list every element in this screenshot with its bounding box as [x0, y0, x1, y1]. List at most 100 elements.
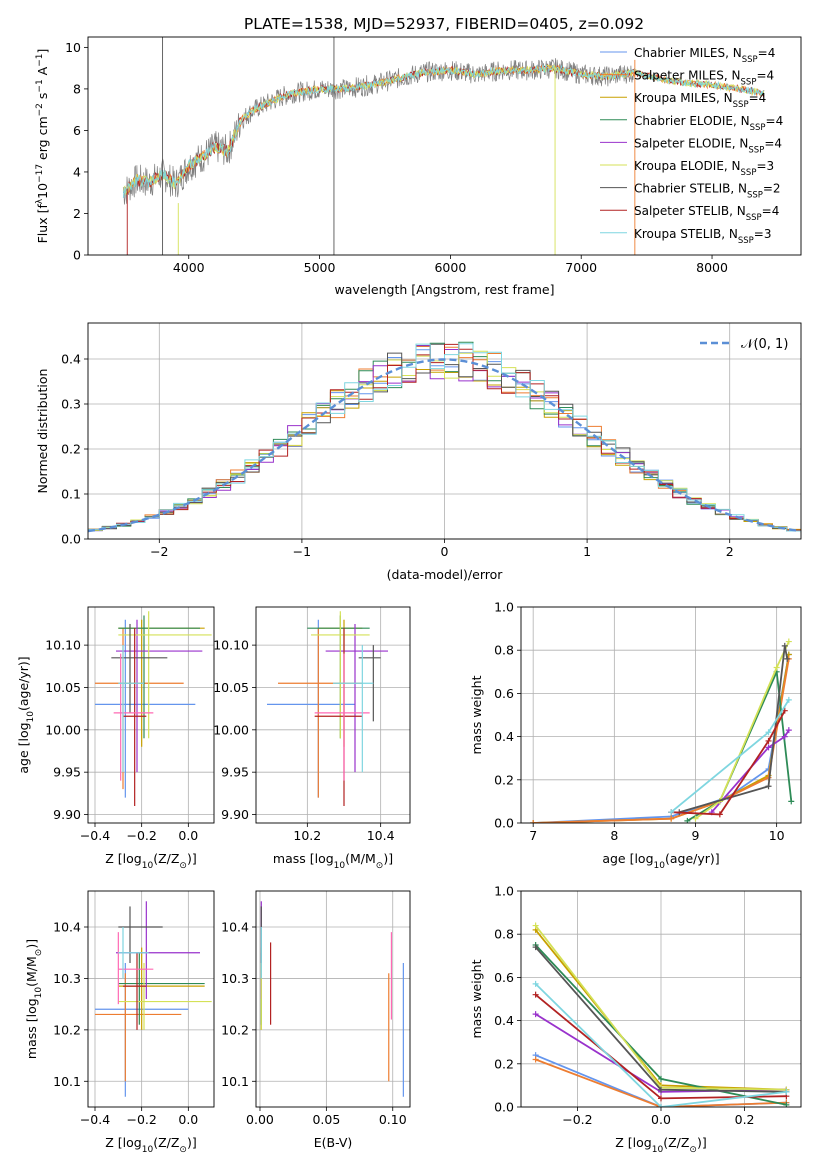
x-tick-label: 7 [529, 828, 537, 843]
y-tick-label: 9.95 [53, 765, 81, 780]
x-tick-label: 0.05 [312, 1112, 340, 1127]
mass-weight-series-5 [694, 641, 790, 820]
x-axis-label: (data-model)/error [387, 567, 504, 582]
mass-vs-Z-marks [95, 901, 212, 1097]
x-tick-label: −0.2 [562, 1112, 592, 1127]
y-tick-label: 0.6 [494, 970, 514, 985]
axes-frame [520, 606, 802, 824]
y-axis-label: mass weight [469, 959, 484, 1038]
mass-weight-marker [785, 727, 792, 734]
mass-weight-marker [658, 1086, 664, 1093]
spectrum-line-4 [122, 64, 764, 199]
x-tick-label: −2 [150, 544, 168, 559]
mass-weight-marker [781, 642, 788, 649]
x-tick-label: 0.2 [735, 1112, 755, 1127]
y-tick-label: 4 [73, 164, 81, 179]
legend-label: Kroupa MILES, NSSP=4 [634, 91, 766, 110]
y-tick-label: 9.90 [53, 807, 81, 822]
x-tick-label: 10 [769, 828, 785, 843]
axes-frame [255, 606, 411, 824]
y-tick-label: 0.3 [61, 397, 81, 412]
mass-weight-marker [765, 744, 772, 751]
spectrum-axes: 4000 5000 6000 7000 8000 0 2 4 6 8 10 wavelength [A… [35, 36, 802, 297]
residual-histogram-marks [88, 341, 801, 534]
x-tick-label: 6000 [434, 260, 466, 275]
mass-weight-marker [716, 811, 723, 818]
x-tick-label: 0.0 [178, 828, 198, 843]
y-tick-label: 10.1 [221, 1074, 249, 1089]
legend-label: 𝒩(0, 1) [741, 337, 788, 352]
y-tick-label: 9.90 [221, 807, 249, 822]
mass-weight-marker [784, 655, 791, 662]
mass-weight-marker [532, 922, 539, 929]
y-tick-label: 10.1 [53, 1074, 81, 1089]
x-axis-label: Z [log10(Z/Z⊙)] [105, 851, 196, 871]
x-tick-label: 8 [610, 828, 618, 843]
legend: Chabrier MILES, NSSP=4 Salpeter MILES, NS… [600, 46, 783, 246]
figure-title: PLATE=1538, MJD=52937, FIBERID=0405, z=0… [244, 15, 644, 33]
mass-vs-Z-axes: −0.4 −0.2 0.0 10.1 10.2 10.3 10.4 Z [log10(Z/Z⊙… [24, 890, 215, 1155]
y-tick-label: 9.95 [221, 765, 249, 780]
y-tick-label: 0.1 [61, 487, 81, 502]
mass-weight-marker [668, 809, 675, 816]
mass-weight-marker [765, 783, 772, 790]
age-vs-Z-axes: −0.4 −0.2 0.0 9.90 9.95 10.00 10.05 10.10 Z [log… [16, 606, 215, 871]
x-tick-label: −0.4 [80, 828, 110, 843]
y-tick-label: 8 [73, 81, 81, 96]
x-tick-label: 1 [583, 544, 591, 559]
mass-weight-marker [765, 737, 772, 744]
mass-weight-vs-Z-marks [532, 922, 790, 1107]
mass-weight-vs-age-marks [530, 638, 795, 823]
y-tick-label: 0.2 [61, 442, 81, 457]
mass-weight-series-8 [534, 983, 787, 1107]
normal-curve [88, 358, 799, 533]
x-tick-label: 0.10 [379, 1112, 407, 1127]
x-tick-label: 0.0 [178, 1112, 198, 1127]
mass-weight-marker [532, 1056, 539, 1063]
mass-weight-marker [658, 1075, 664, 1082]
mass-weight-marker [785, 696, 792, 703]
x-axis-label: Z [log10(Z/Z⊙)] [615, 1135, 706, 1155]
x-tick-label: 2 [726, 544, 734, 559]
mass-weight-marker [788, 798, 795, 805]
y-tick-label: 10.00 [45, 722, 81, 737]
y-tick-label: 6 [73, 123, 81, 138]
x-axis-label: wavelength [Angstrom, rest frame] [334, 282, 554, 297]
y-tick-label: 10 [65, 40, 81, 55]
y-axis-label: age [log10(age/yr)] [16, 656, 36, 773]
y-tick-label: 2 [73, 206, 81, 221]
residual-histogram-axes: −2 −1 0 1 2 0.0 0.1 0.2 0.3 0.4 (data-model)/error… [35, 322, 802, 582]
y-tick-label: 0.4 [61, 352, 81, 367]
axes-frame [87, 36, 802, 256]
histogram-series-8 [88, 343, 801, 533]
x-tick-label: −0.2 [126, 828, 156, 843]
mass-weight-marker [532, 1011, 539, 1018]
axes-frame [87, 606, 215, 824]
y-tick-label: 0.0 [61, 532, 81, 547]
mass-vs-ebv-axes: 0.00 0.05 0.10 10.1 10.2 10.3 10.4 E(B-V) [221, 890, 411, 1150]
mass-weight-marker [781, 733, 788, 740]
spectrum-line-3 [122, 64, 765, 195]
legend-label: Kroupa ELODIE, NSSP=3 [634, 159, 774, 178]
y-axis-label: Flux [fλ10−17 erg cm−2 s−1 A−1] [35, 49, 50, 244]
mass-weight-marker [765, 729, 772, 736]
y-tick-label: 1.0 [494, 600, 514, 615]
legend-label: Kroupa STELIB, NSSP=3 [634, 227, 772, 246]
legend-label: Chabrier ELODIE, NSSP=4 [634, 114, 783, 133]
legend-label: Chabrier MILES, NSSP=4 [634, 46, 775, 65]
y-tick-label: 10.2 [53, 1022, 81, 1037]
age-vs-Z-marks [95, 611, 212, 807]
x-axis-label: E(B-V) [314, 1135, 353, 1150]
y-tick-label: 10.05 [213, 680, 249, 695]
x-tick-label: 9 [692, 828, 700, 843]
x-tick-label: 0.00 [246, 1112, 274, 1127]
mass-weight-marker [658, 1104, 664, 1107]
y-axis-label: mass [log10(M/M⊙)] [24, 939, 44, 1059]
axes-frame [255, 890, 411, 1108]
y-tick-label: 0.8 [494, 643, 514, 658]
x-tick-label: 8000 [696, 260, 728, 275]
mass-weight-marker [532, 980, 539, 987]
y-tick-label: 0.4 [494, 729, 514, 744]
